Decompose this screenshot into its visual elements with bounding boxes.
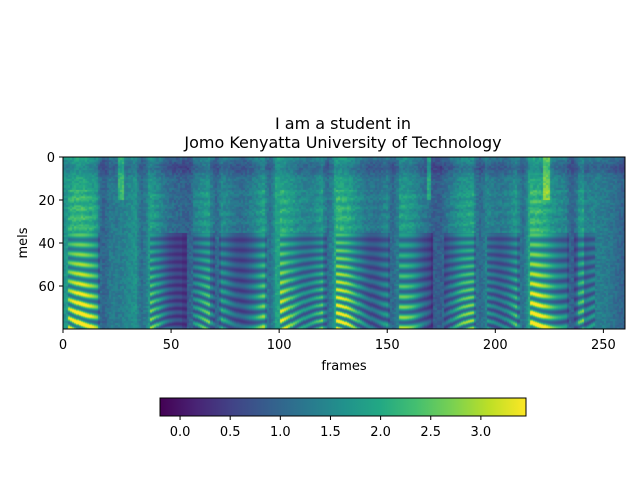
- y-tick-label: 60: [38, 280, 55, 295]
- x-tick-label: 0: [59, 338, 67, 353]
- x-tick-label: 200: [483, 338, 508, 353]
- x-tick-label: 50: [163, 338, 180, 353]
- y-axis-label: mels: [16, 227, 31, 258]
- colorbar: 0.0 0.5 1.0 1.5 2.0 2.5 3.0: [159, 397, 527, 440]
- colorbar-tick-label: 2.0: [370, 425, 391, 440]
- colorbar-frame: [159, 397, 527, 417]
- spectrogram-image: [63, 157, 625, 329]
- x-axis-label: frames: [321, 359, 367, 374]
- x-axis: 0 50 100 150 200 250: [59, 329, 616, 353]
- colorbar-tick-label: 2.5: [420, 425, 441, 440]
- colorbar-tick-label: 0.5: [220, 425, 241, 440]
- y-tick-label: 40: [38, 237, 55, 252]
- colorbar-gradient: [160, 398, 526, 416]
- colorbar-tick-label: 3.0: [471, 425, 492, 440]
- y-tick-label: 20: [38, 194, 55, 209]
- chart-title-line-1: I am a student in: [275, 114, 411, 133]
- y-axis: 0 20 40 60: [38, 151, 63, 295]
- x-tick-label: 250: [591, 338, 616, 353]
- x-tick-label: 150: [375, 338, 400, 353]
- colorbar-tick-label: 0.0: [170, 425, 191, 440]
- spectrogram-plot: [62, 156, 626, 330]
- colorbar-tick-label: 1.5: [320, 425, 341, 440]
- colorbar-tick-label: 1.0: [270, 425, 291, 440]
- spectrogram-image-container: [63, 157, 625, 329]
- y-tick-label: 0: [47, 151, 55, 166]
- chart-title-line-2: Jomo Kenyatta University of Technology: [183, 133, 501, 152]
- colorbar-ticks: 0.0 0.5 1.0 1.5 2.0 2.5 3.0: [170, 416, 492, 440]
- x-tick-label: 100: [267, 338, 292, 353]
